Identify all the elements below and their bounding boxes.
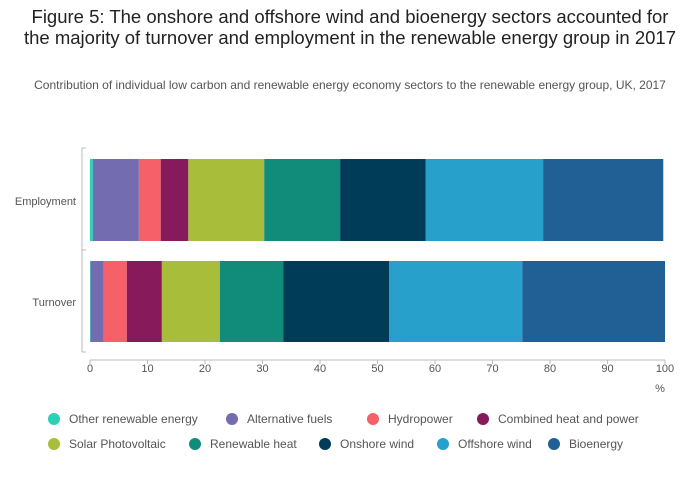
legend-item[interactable]: Combined heat and power xyxy=(477,412,647,426)
x-tick-label: 50 xyxy=(371,363,383,375)
x-tick-label: 80 xyxy=(544,363,556,375)
bar-segment-employment-offshore-wind xyxy=(425,159,544,241)
legend-swatch xyxy=(548,437,560,450)
legend-item[interactable]: Renewable heat xyxy=(189,437,319,451)
chart-subtitle: Contribution of individual low carbon an… xyxy=(34,78,666,92)
x-tick-label: 20 xyxy=(199,363,211,375)
legend-label: Alternative fuels xyxy=(247,411,333,426)
x-tick-label: 60 xyxy=(429,363,441,375)
legend-label: Bioenergy xyxy=(569,436,624,451)
bar-segment-turnover-bioenergy xyxy=(522,261,665,342)
bar-segment-employment-solar-photovoltaic xyxy=(188,159,265,241)
legend-label: Combined heat and power xyxy=(498,411,639,426)
chart-title: Figure 5: The onshore and offshore wind … xyxy=(24,6,676,48)
legend-label: Solar Photovoltaic xyxy=(69,436,166,451)
bar-segment-employment-onshore-wind xyxy=(340,159,426,241)
bar-segment-employment-bioenergy xyxy=(543,159,664,241)
legend-swatch xyxy=(226,412,238,425)
legend-item[interactable]: Solar Photovoltaic xyxy=(48,437,189,451)
legend-swatch xyxy=(48,437,60,450)
x-tick-label: 0 xyxy=(87,363,93,375)
bar-segment-turnover-combined-heat-and-power xyxy=(126,261,162,342)
legend-swatch xyxy=(48,412,60,425)
x-tick-label: 100 xyxy=(656,363,674,375)
legend-swatch xyxy=(189,437,201,450)
x-tick-label: 30 xyxy=(256,363,268,375)
legend-item[interactable]: Other renewable energy xyxy=(48,412,226,426)
legend-row: Solar Photovoltaic Renewable heat Onshore … xyxy=(48,431,688,456)
legend-item[interactable]: Alternative fuels xyxy=(226,412,367,426)
bar-segment-turnover-alternative-fuels xyxy=(90,261,104,342)
legend-label: Hydropower xyxy=(388,411,453,426)
legend-swatch xyxy=(437,437,449,450)
bar-segment-employment-renewable-heat xyxy=(264,159,341,241)
bar-segment-turnover-offshore-wind xyxy=(389,261,523,342)
legend-label: Onshore wind xyxy=(340,436,415,451)
legend-swatch xyxy=(477,412,489,425)
legend-swatch xyxy=(319,437,331,450)
bar-segment-turnover-renewable-heat xyxy=(219,261,284,342)
legend-label: Offshore wind xyxy=(458,436,532,451)
x-tick-label: 90 xyxy=(601,363,613,375)
x-axis-label: % xyxy=(655,383,665,395)
category-label: Turnover xyxy=(32,297,76,309)
bar-segment-employment-alternative-fuels xyxy=(92,159,139,241)
bar-segment-employment-other-renewable-energy xyxy=(90,159,93,241)
bar-segment-employment-combined-heat-and-power xyxy=(160,159,189,241)
legend-row: Other renewable energy Alternative fuels H… xyxy=(48,406,688,431)
legend-item[interactable]: Offshore wind xyxy=(437,437,548,451)
bar-segment-turnover-hydropower xyxy=(103,261,127,342)
legend-item[interactable]: Bioenergy xyxy=(548,437,643,451)
category-label: Employment xyxy=(15,196,76,208)
bar-segment-turnover-solar-photovoltaic xyxy=(161,261,220,342)
legend-item[interactable]: Onshore wind xyxy=(319,437,437,451)
legend-label: Renewable heat xyxy=(210,436,297,451)
bar-segment-turnover-onshore-wind xyxy=(283,261,389,342)
chart-legend: Other renewable energy Alternative fuels H… xyxy=(48,406,688,456)
legend-swatch xyxy=(367,412,379,425)
x-tick-label: 70 xyxy=(486,363,498,375)
x-tick-label: 10 xyxy=(141,363,153,375)
legend-item[interactable]: Hydropower xyxy=(367,412,477,426)
x-tick-label: 40 xyxy=(314,363,326,375)
bar-segment-employment-hydropower xyxy=(138,159,161,241)
legend-label: Other renewable energy xyxy=(69,411,198,426)
bar-segment-turnover-other-renewable-energy xyxy=(90,261,91,342)
